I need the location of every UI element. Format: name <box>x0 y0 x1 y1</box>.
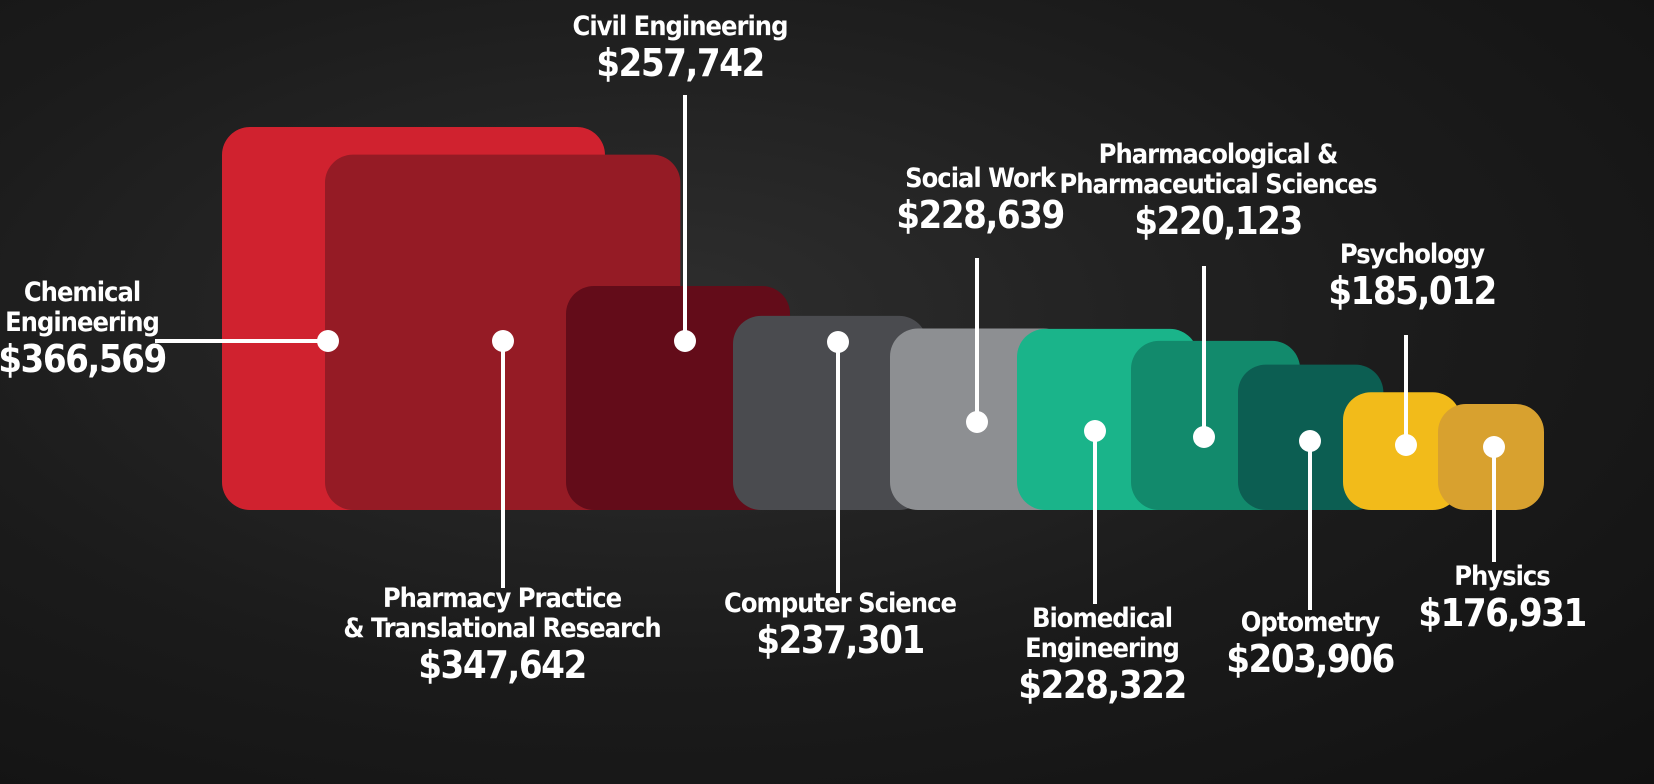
dot <box>1395 434 1417 456</box>
value-label: $237,301 <box>724 619 956 663</box>
label: Pharmacological & Pharmaceutical Science… <box>1059 140 1376 244</box>
value-label: $203,906 <box>1226 638 1394 682</box>
category-name: Pharmacological & Pharmaceutical Science… <box>1059 140 1376 200</box>
value-label: $257,742 <box>573 42 788 86</box>
value-label: $228,322 <box>1018 664 1186 708</box>
dot <box>1483 436 1505 458</box>
label: Civil Engineering$257,742 <box>573 12 788 86</box>
label: Chemical Engineering$366,569 <box>0 278 166 382</box>
page: (() => { const data = JSON.parse(documen… <box>0 0 1654 784</box>
value-label: $228,639 <box>896 194 1064 238</box>
label: Psychology$185,012 <box>1328 240 1496 314</box>
dot <box>492 330 514 352</box>
value-label: $176,931 <box>1418 592 1586 636</box>
dot <box>1084 420 1106 442</box>
category-name: Chemical Engineering <box>0 278 166 338</box>
label: Social Work$228,639 <box>896 164 1064 238</box>
label: Biomedical Engineering$228,322 <box>1018 604 1186 708</box>
dot <box>1193 426 1215 448</box>
category-name: Physics <box>1418 562 1586 592</box>
dot <box>966 411 988 433</box>
label: Pharmacy Practice & Translational Resear… <box>343 584 660 688</box>
label: Computer Science$237,301 <box>724 589 956 663</box>
category-name: Civil Engineering <box>573 12 788 42</box>
label: Physics$176,931 <box>1418 562 1586 636</box>
category-name: Pharmacy Practice & Translational Resear… <box>343 584 660 644</box>
dot <box>674 330 696 352</box>
label: Optometry$203,906 <box>1226 608 1394 682</box>
category-name: Psychology <box>1328 240 1496 270</box>
dot <box>1299 430 1321 452</box>
value-label: $366,569 <box>0 338 166 382</box>
chart <box>0 0 1654 784</box>
dot <box>317 330 339 352</box>
category-name: Social Work <box>896 164 1064 194</box>
category-name: Computer Science <box>724 589 956 619</box>
value-label: $185,012 <box>1328 270 1496 314</box>
value-label: $347,642 <box>343 644 660 688</box>
value-label: $220,123 <box>1059 200 1376 244</box>
category-name: Optometry <box>1226 608 1394 638</box>
category-name: Biomedical Engineering <box>1018 604 1186 664</box>
dot <box>827 331 849 353</box>
